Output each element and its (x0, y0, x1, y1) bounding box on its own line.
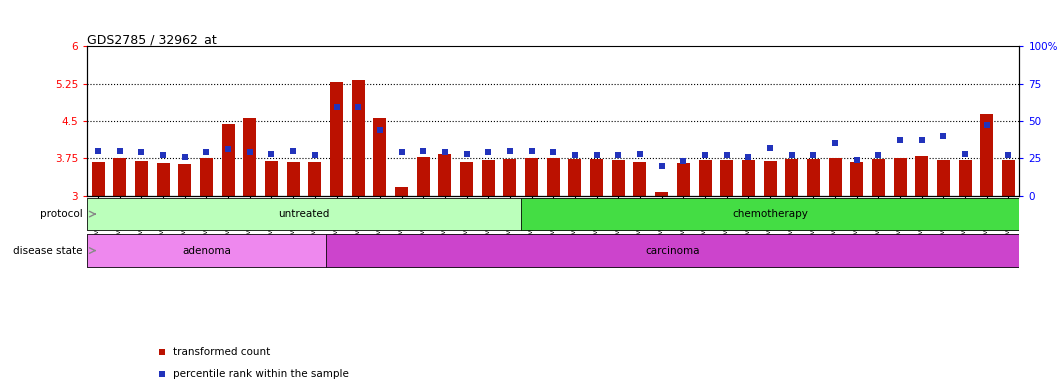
Bar (850, 162, 863, 196)
Bar (286, 162, 300, 196)
Bar (221, 124, 235, 196)
Bar (742, 161, 754, 196)
Bar (785, 159, 798, 196)
Bar (829, 159, 842, 196)
Text: transformed count: transformed count (173, 346, 270, 357)
Bar (633, 162, 647, 196)
Text: percentile rank within the sample: percentile rank within the sample (173, 369, 349, 379)
Bar (980, 114, 994, 196)
Bar (959, 160, 971, 196)
Text: disease state: disease state (13, 245, 83, 256)
Bar (135, 161, 148, 196)
Bar (417, 157, 430, 196)
Bar (373, 119, 386, 196)
Bar (547, 158, 560, 196)
Bar (915, 156, 928, 196)
Bar (655, 192, 668, 196)
Bar (612, 161, 625, 196)
Bar (677, 164, 689, 196)
Bar (460, 162, 473, 196)
Bar (937, 161, 950, 196)
Text: adenoma: adenoma (182, 245, 231, 256)
Bar (503, 159, 516, 196)
Text: carcinoma: carcinoma (645, 245, 700, 256)
Bar (764, 161, 777, 196)
Text: GDS2785 / 32962_at: GDS2785 / 32962_at (87, 33, 217, 46)
Text: protocol: protocol (39, 209, 83, 219)
Bar (720, 160, 733, 196)
Bar (1002, 160, 1015, 196)
Bar (352, 79, 365, 196)
Bar (482, 160, 495, 196)
Text: chemotherapy: chemotherapy (732, 209, 808, 219)
Bar (87, 234, 326, 267)
Text: untreated: untreated (279, 209, 330, 219)
Bar (591, 159, 603, 196)
Bar (871, 159, 885, 196)
Bar (520, 198, 1019, 230)
Bar (330, 82, 343, 196)
Bar (807, 159, 820, 196)
Bar (438, 154, 451, 196)
Bar (326, 234, 1019, 267)
Bar (156, 164, 169, 196)
Bar (698, 160, 712, 196)
Bar (265, 161, 278, 196)
Bar (309, 162, 321, 196)
Bar (92, 162, 104, 196)
Bar (200, 158, 213, 196)
Bar (179, 164, 192, 196)
Bar (526, 159, 538, 196)
Bar (894, 159, 907, 196)
Bar (568, 159, 581, 196)
Bar (244, 119, 256, 196)
Bar (87, 198, 520, 230)
Bar (395, 187, 409, 196)
Bar (113, 158, 127, 196)
